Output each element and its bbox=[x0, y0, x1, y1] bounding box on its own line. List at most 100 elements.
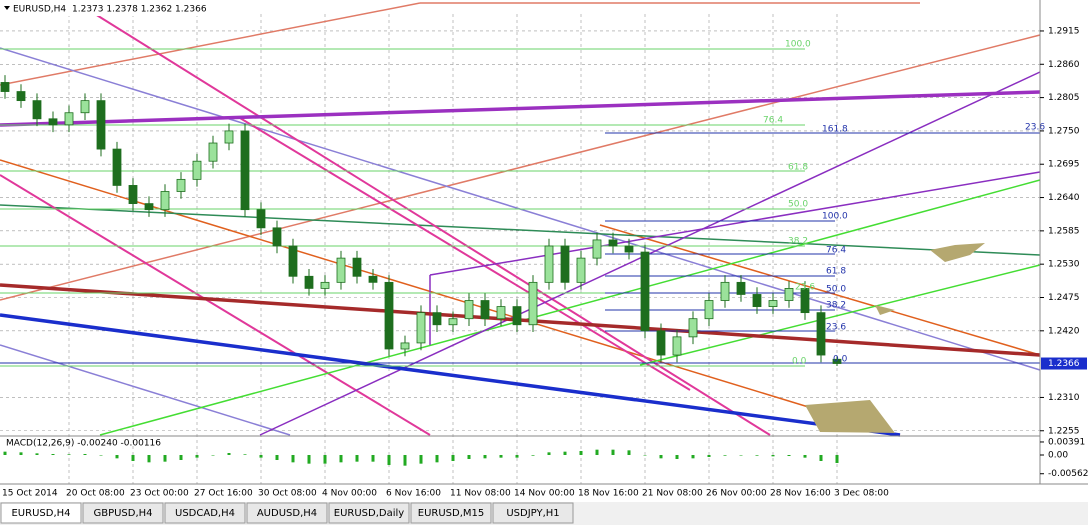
fib-label: 50.0 bbox=[826, 285, 846, 295]
y-tick-label: 1.2475 bbox=[1048, 293, 1080, 303]
tab-label[interactable]: EURUSD,M15 bbox=[418, 508, 484, 519]
macd-bar bbox=[787, 455, 791, 456]
candle-body bbox=[592, 239, 602, 259]
candle-body bbox=[128, 185, 138, 205]
macd-title: MACD(12,26,9) -0.00240 -0.00116 bbox=[6, 439, 161, 449]
candle-body bbox=[656, 330, 666, 356]
candle-body bbox=[160, 191, 170, 211]
macd-bar bbox=[451, 455, 455, 461]
fib-label: 100.0 bbox=[785, 40, 811, 50]
fib-label: 76.4 bbox=[763, 116, 783, 126]
fib-label: 23.6 bbox=[795, 283, 815, 293]
tab-label[interactable]: EURUSD,Daily bbox=[334, 508, 405, 519]
y-tick-label: 1.2860 bbox=[1048, 60, 1080, 70]
macd-bar bbox=[643, 455, 647, 456]
macd-bar bbox=[659, 455, 663, 459]
candle-body bbox=[304, 275, 314, 289]
fib-label: 100.0 bbox=[822, 212, 848, 222]
macd-bar bbox=[675, 455, 679, 459]
candle-body bbox=[608, 239, 618, 247]
fib-label: 38.2 bbox=[788, 237, 808, 247]
macd-bar bbox=[227, 453, 231, 455]
x-tick-label: 28 Nov 16:00 bbox=[770, 489, 831, 499]
fib-labels: 100.0 76.4 61.8 50.0 38.2 23.6 0.0 161.8… bbox=[763, 40, 1045, 367]
cloud-shape bbox=[875, 305, 895, 315]
candle-body bbox=[16, 91, 26, 102]
candle-body bbox=[112, 148, 122, 186]
candle-body bbox=[320, 281, 330, 289]
candle-body bbox=[368, 275, 378, 283]
cloud-shape bbox=[930, 243, 985, 262]
x-tick-label: 21 Nov 08:00 bbox=[642, 489, 703, 499]
tab[interactable] bbox=[328, 502, 410, 524]
tab[interactable] bbox=[82, 502, 164, 524]
macd-bar bbox=[515, 455, 519, 458]
fib-label: 76.4 bbox=[826, 246, 846, 256]
macd-bar bbox=[51, 454, 55, 455]
candle-body bbox=[496, 306, 506, 320]
candle-body bbox=[432, 312, 442, 326]
x-tick-label: 20 Oct 08:00 bbox=[66, 489, 125, 499]
macd-bar bbox=[323, 455, 327, 464]
macd-bar bbox=[419, 455, 423, 464]
candle-body bbox=[624, 245, 634, 253]
macd-bar bbox=[803, 455, 807, 458]
tab[interactable] bbox=[246, 502, 328, 524]
candle-body bbox=[832, 358, 842, 364]
trend-line bbox=[0, 34, 1041, 301]
tab-label[interactable]: AUDUSD,H4 bbox=[257, 508, 317, 519]
macd-bar bbox=[307, 455, 311, 464]
x-tick-label: 6 Nov 16:00 bbox=[386, 489, 441, 499]
macd-bar bbox=[195, 455, 199, 458]
trend-line bbox=[94, 13, 771, 436]
macd-bar bbox=[723, 455, 727, 456]
macd-bar bbox=[691, 455, 695, 459]
tab[interactable] bbox=[164, 502, 246, 524]
macd-bar bbox=[755, 455, 759, 456]
macd-bar bbox=[147, 455, 151, 463]
header-arrow bbox=[4, 6, 10, 10]
macd-bar bbox=[707, 455, 711, 457]
x-tick-label: 14 Nov 00:00 bbox=[514, 489, 575, 499]
tab[interactable] bbox=[492, 502, 574, 524]
tab[interactable] bbox=[410, 502, 492, 524]
candle-body bbox=[336, 257, 346, 283]
macd-bar bbox=[499, 455, 503, 458]
candle-body bbox=[480, 300, 490, 320]
candle-body bbox=[400, 342, 410, 350]
x-tick-label: 27 Oct 16:00 bbox=[194, 489, 253, 499]
macd-bar bbox=[211, 455, 215, 456]
candle-body bbox=[736, 281, 746, 295]
candle-body bbox=[416, 312, 426, 344]
y-tick-label: 1.2585 bbox=[1048, 226, 1080, 236]
tab[interactable] bbox=[0, 502, 82, 524]
tab-label[interactable]: USDCAD,H4 bbox=[175, 508, 235, 519]
macd-bar bbox=[387, 455, 391, 465]
candle-body bbox=[32, 100, 42, 120]
candle-body bbox=[144, 203, 154, 211]
fib-green-levels bbox=[0, 48, 805, 367]
y-tick-label: 1.2530 bbox=[1048, 260, 1080, 270]
candle-body bbox=[0, 82, 10, 92]
candle-body bbox=[752, 294, 762, 307]
y-tick-label: 1.2420 bbox=[1048, 326, 1080, 336]
tab-label[interactable]: GBPUSD,H4 bbox=[93, 508, 152, 519]
y-tick-label: 1.2310 bbox=[1048, 393, 1080, 403]
trend-line bbox=[99, 179, 1041, 436]
y-tick-label: 1.2750 bbox=[1048, 126, 1080, 136]
candle-body bbox=[800, 288, 810, 314]
tab-label[interactable]: EURUSD,H4 bbox=[11, 508, 70, 519]
macd-bar bbox=[835, 455, 839, 463]
macd-bar bbox=[179, 455, 183, 460]
x-tick-label: 15 Oct 2014 bbox=[2, 489, 58, 499]
macd-bar bbox=[35, 453, 39, 455]
x-tick-label: 4 Nov 00:00 bbox=[322, 489, 377, 499]
fib-label: 0.0 bbox=[833, 355, 848, 365]
fib-label: 50.0 bbox=[788, 200, 808, 210]
macd-bar bbox=[163, 455, 167, 462]
tab-label[interactable]: USDJPY,H1 bbox=[506, 508, 559, 519]
candle-body bbox=[208, 142, 218, 162]
trend-line bbox=[0, 2, 421, 86]
